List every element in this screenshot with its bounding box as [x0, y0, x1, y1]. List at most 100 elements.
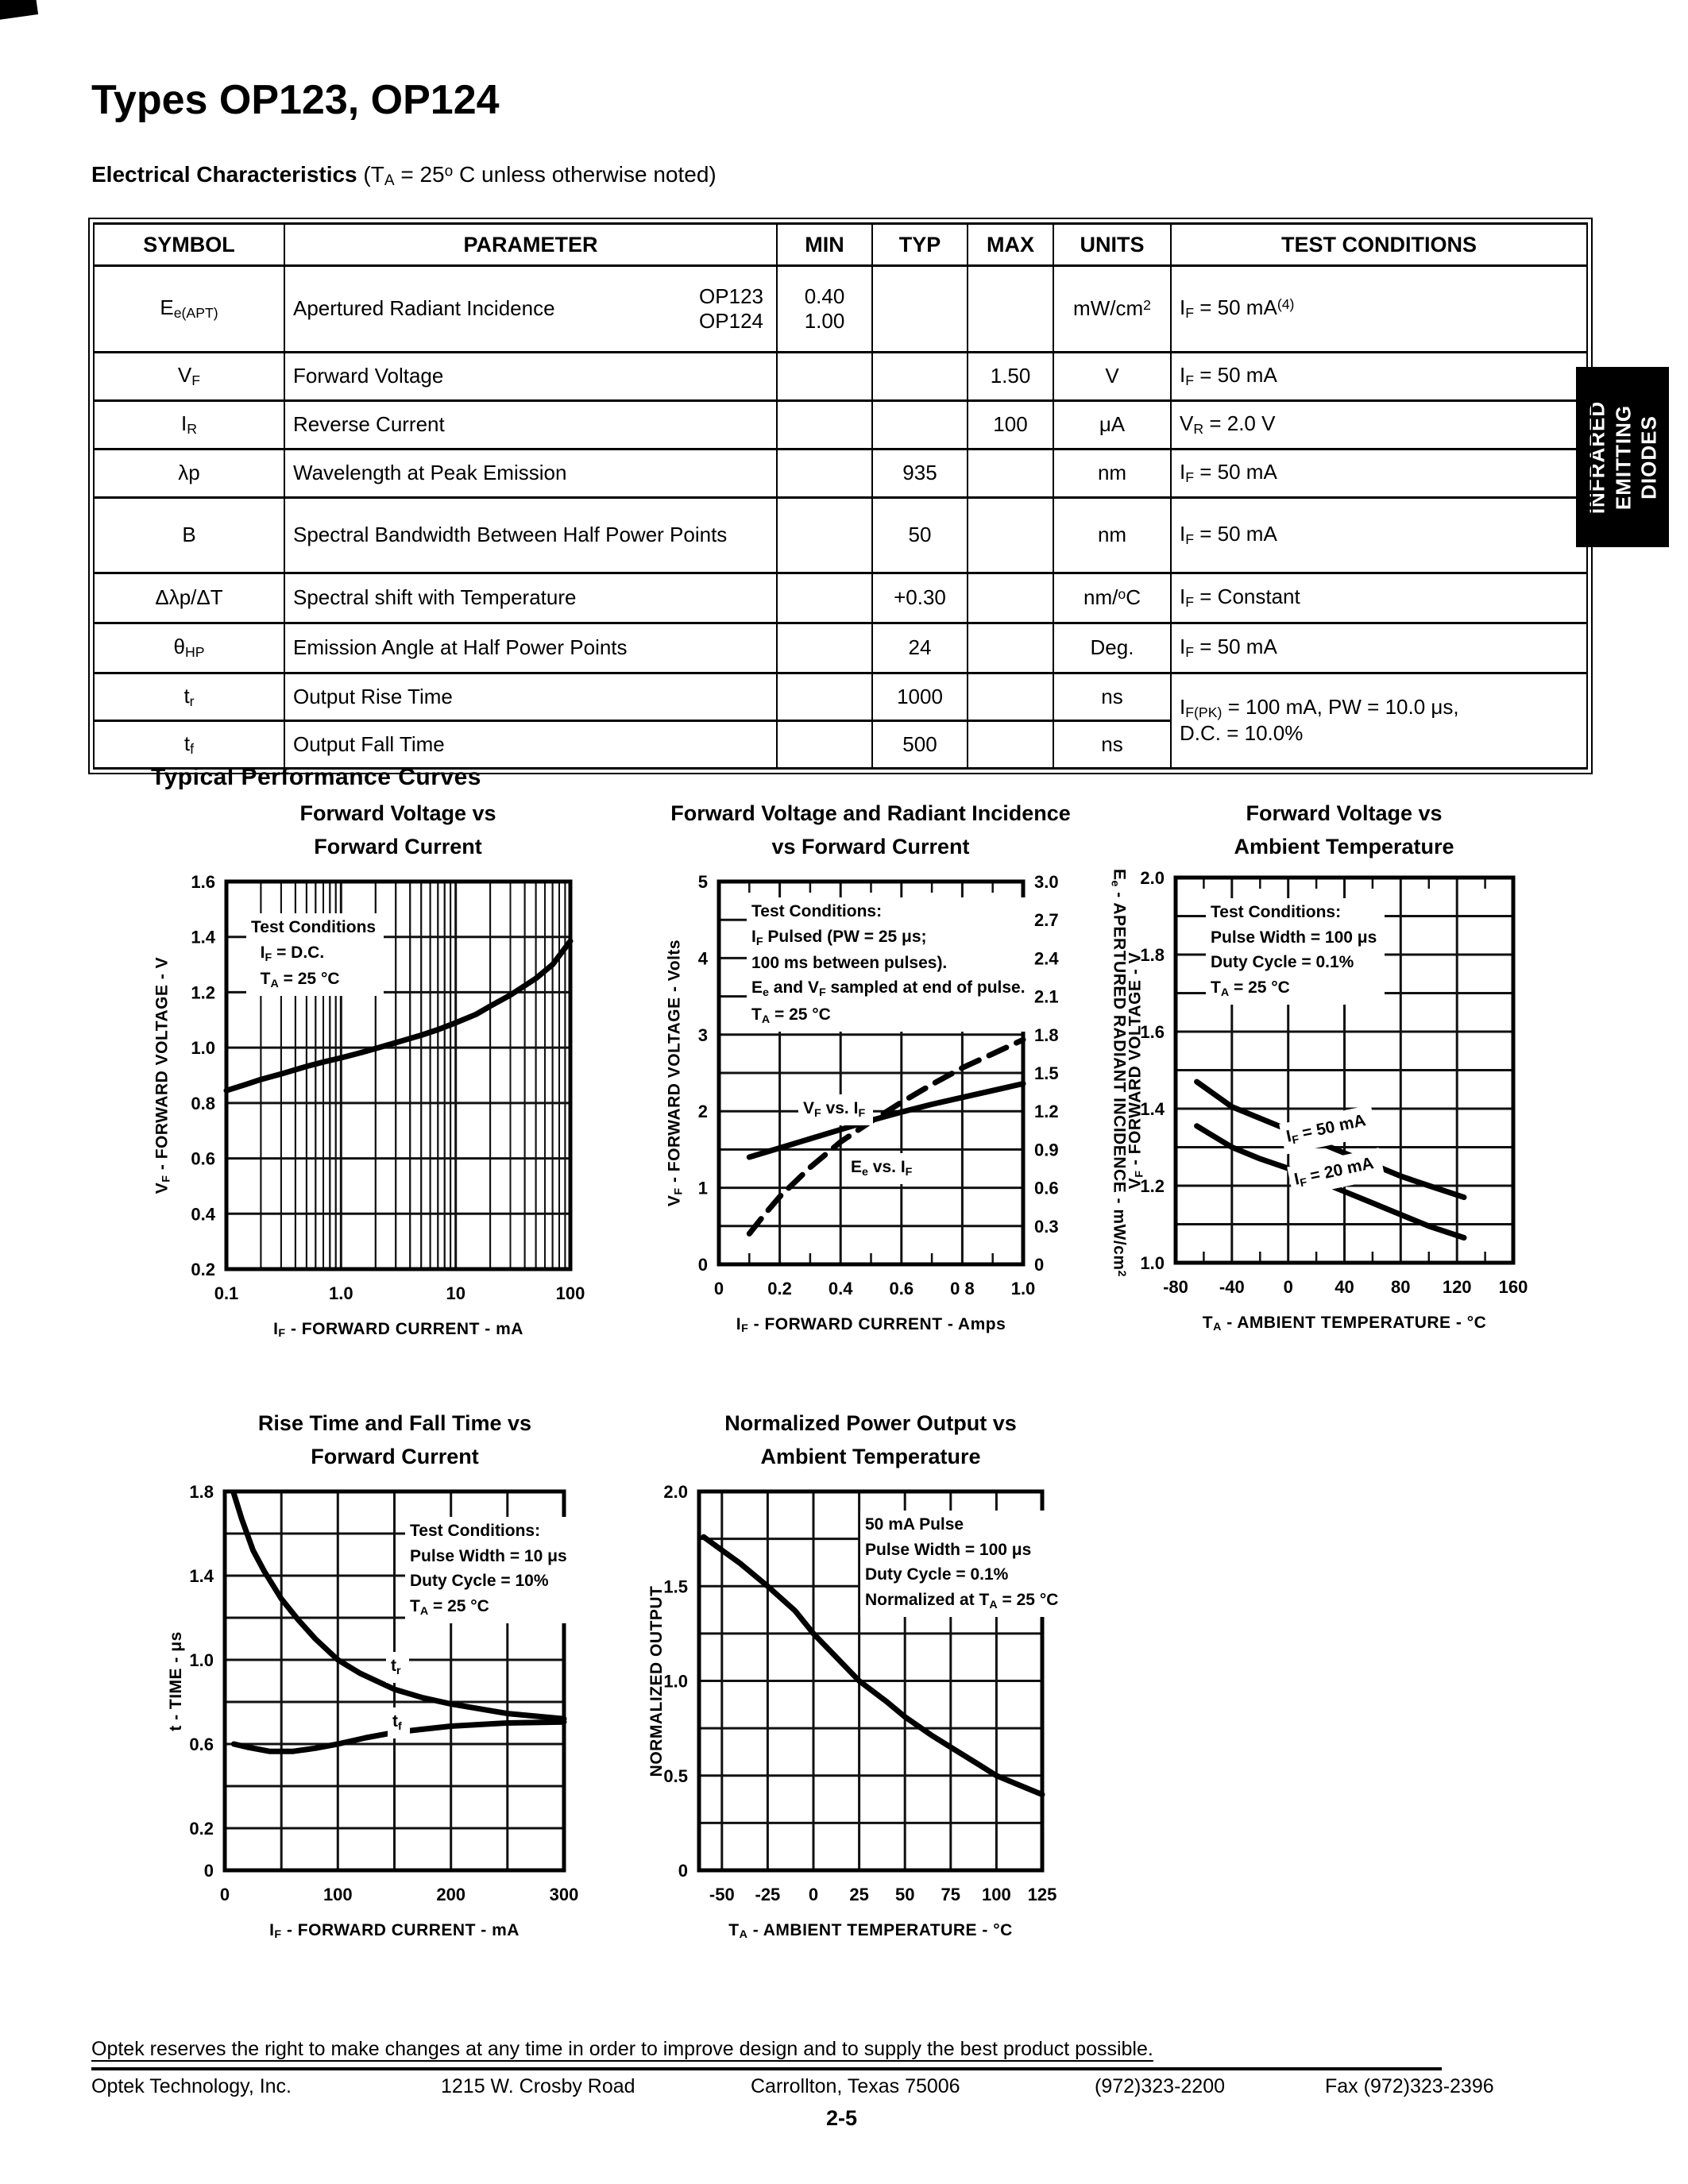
x-axis-label: IF - FORWARD CURRENT - mA	[269, 1921, 520, 1941]
y-axis-label: VF - FORWARD VOLTAGE - V	[153, 956, 173, 1194]
typ-cell: +0.30	[871, 572, 968, 624]
symbol-cell: λp	[93, 448, 285, 499]
test-conditions-cell: IF = 50 mA	[1170, 351, 1588, 402]
units-cell: ns	[1053, 720, 1172, 770]
electrical-table: SYMBOL PARAMETER MIN TYP MAX UNITS TEST CONDIT…	[93, 222, 1588, 770]
table-row: λp Wavelength at Peak Emission 935 nm IF = 5…	[93, 448, 1588, 499]
section-heading: Typical Performance Curves	[151, 764, 481, 790]
svg-text:0: 0	[204, 1861, 214, 1881]
max-cell	[967, 672, 1054, 722]
chart-annotation: Ee vs. IF	[846, 1153, 921, 1185]
svg-text:1.0: 1.0	[1140, 1253, 1165, 1273]
svg-text:1.4: 1.4	[1140, 1099, 1165, 1119]
symbol-cell: θHP	[93, 622, 285, 674]
svg-text:0.2: 0.2	[767, 1279, 792, 1298]
max-cell	[967, 572, 1054, 624]
table-row: θHP Emission Angle at Half Power Points 24…	[93, 622, 1588, 674]
footer-rule	[91, 2067, 1442, 2070]
table-row: tf Output Fall Time 500 ns	[93, 720, 1587, 770]
svg-text:80: 80	[1391, 1277, 1410, 1297]
svg-text:1.2: 1.2	[1034, 1102, 1059, 1121]
chart-annotation: tf	[388, 1707, 410, 1739]
subtitle: Electrical Characteristics (TA = 25o C u…	[91, 162, 717, 190]
svg-text:75: 75	[941, 1885, 960, 1904]
svg-text:0: 0	[1034, 1255, 1044, 1275]
chart-title-forward-voltage-and-radiant-incidence: Forward Voltage and Radiant Incidence vs …	[670, 801, 1071, 859]
table-row: Δλp/ΔT Spectral shift with Temperature +0.…	[93, 572, 1588, 624]
svg-text:1.2: 1.2	[1140, 1176, 1165, 1196]
svg-text:25: 25	[849, 1885, 868, 1904]
table-row: VF Forward Voltage 1.50 V IF = 50 mA	[93, 351, 1588, 402]
svg-text:0.6: 0.6	[191, 1149, 215, 1169]
side-tab-label: INFRARED EMITTING DIODES	[1584, 400, 1660, 514]
test-conditions-cell: VR = 2.0 V	[1170, 399, 1588, 450]
typ-cell	[871, 351, 968, 402]
parameter-cell: Apertured Radiant Incidence OP123 OP124	[284, 264, 778, 353]
max-cell	[967, 622, 1054, 674]
table-row: B Spectral Bandwidth Between Half Power P…	[93, 496, 1588, 574]
table-header-row: SYMBOL PARAMETER MIN TYP MAX UNITS TEST CONDIT…	[93, 222, 1588, 267]
min-cell	[776, 720, 873, 770]
test-conditions-cell: IF = 50 mA	[1170, 496, 1588, 574]
svg-text:1.0: 1.0	[1011, 1279, 1036, 1298]
svg-text:-25: -25	[755, 1885, 781, 1904]
svg-text:5: 5	[698, 872, 708, 892]
units-cell: μA	[1053, 399, 1172, 450]
min-cell	[776, 351, 873, 402]
subtitle-heading: Electrical Characteristics	[91, 162, 357, 187]
test-conditions-cell: IF = 50 mA(4)	[1170, 264, 1588, 353]
page-title: Types OP123, OP124	[91, 77, 500, 123]
column-header: UNITS	[1053, 222, 1172, 267]
symbol-cell: Ee(APT)	[93, 264, 285, 353]
svg-text:0.4: 0.4	[191, 1204, 215, 1224]
chart-forward-voltage-vs-ambient-temperature: -80 -40 0 40 80 120 160 2.0 1.8 1.6 1.4 1.2 1.0 TA - …	[1100, 862, 1569, 1338]
svg-text:300: 300	[550, 1885, 579, 1904]
svg-text:2.4: 2.4	[1034, 948, 1059, 968]
x-axis-label: TA - AMBIENT TEMPERATURE - °C	[1202, 1314, 1487, 1333]
max-cell	[967, 496, 1054, 574]
svg-text:1.2: 1.2	[191, 982, 215, 1002]
x-axis-label: TA - AMBIENT TEMPERATURE - °C	[728, 1921, 1013, 1941]
max-cell	[967, 264, 1054, 353]
svg-text:0.5: 0.5	[663, 1766, 688, 1786]
chart-normalized-power-output-vs-ambient-temperature: -50 -25 0 25 50 75 100 125 2.0 1.5 1.0 0.5 0 TA - AMB…	[624, 1476, 1108, 1968]
chart-canvas: -50 -25 0 25 50 75 100 125 2.0 1.5 1.0 0.5 0	[663, 1482, 1057, 1904]
svg-text:-50: -50	[709, 1885, 735, 1904]
chart-canvas: -80 -40 0 40 80 120 160 2.0 1.8 1.6 1.4 1.2 1.0	[1140, 868, 1528, 1297]
svg-text:10: 10	[446, 1283, 465, 1303]
svg-text:2: 2	[698, 1102, 708, 1121]
svg-text:40: 40	[1335, 1277, 1354, 1297]
typ-cell	[871, 399, 968, 450]
chart-annotation: Test Conditions: Pulse Width = 10 μs Duty …	[405, 1517, 575, 1623]
typ-cell: 935	[871, 448, 968, 499]
footer-city: Carrollton, Texas 75006	[751, 2075, 960, 2097]
svg-text:125: 125	[1028, 1885, 1057, 1904]
footer-company: Optek Technology, Inc.	[91, 2075, 292, 2097]
svg-text:3.0: 3.0	[1034, 872, 1059, 892]
table-row: IR Reverse Current 100 μA VR = 2.0 V	[93, 399, 1588, 450]
column-header: PARAMETER	[284, 222, 778, 267]
column-header: TEST CONDITIONS	[1170, 222, 1588, 267]
typ-cell	[871, 264, 968, 353]
chart-title-rise-time-fall-time: Rise Time and Fall Time vs Forward Curren…	[257, 1411, 532, 1468]
typ-cell: 1000	[871, 672, 968, 722]
electrical-characteristics-table-wrap: SYMBOL PARAMETER MIN TYP MAX UNITS TEST CONDIT…	[88, 218, 1593, 774]
svg-text:0.1: 0.1	[214, 1283, 239, 1303]
svg-text:1.6: 1.6	[191, 872, 215, 892]
svg-text:-40: -40	[1219, 1277, 1245, 1297]
svg-text:1.5: 1.5	[1034, 1063, 1059, 1083]
symbol-cell: Δλp/ΔT	[93, 572, 285, 624]
chart-forward-voltage-radiant-incidence-vs-forward-current: 0 0.2 0.4 0.6 0 8 1.0 5 4 3 2 1 0 3.0 2.7 2.4 2.1 1.8 1.5…	[643, 866, 1160, 1342]
y-axis-label: t - TIME - μs	[167, 1630, 185, 1731]
chart-rise-time-fall-time-vs-forward-current: 0 100 200 300 1.8 1.4 1.0 0.6 0.2 0 IF - FORWARD C…	[135, 1476, 620, 1968]
parameter-cell: Output Rise Time	[284, 672, 778, 722]
svg-text:0.4: 0.4	[829, 1279, 853, 1298]
chart-title-forward-voltage-vs-forward-current: Forward Voltage vs Forward Current	[299, 801, 496, 859]
table-row: Ee(APT) Apertured Radiant Incidence OP123 O…	[93, 264, 1588, 353]
parameter-cell: Wavelength at Peak Emission	[284, 448, 778, 499]
y-axis-label: VF - FORWARD VOLTAGE - Volts	[665, 939, 686, 1207]
symbol-cell: VF	[93, 351, 285, 402]
parameter-cell: Spectral Bandwidth Between Half Power Po…	[284, 496, 778, 574]
parameter-cell: Emission Angle at Half Power Points	[284, 622, 778, 674]
parameter-cell: Spectral shift with Temperature	[284, 572, 778, 624]
